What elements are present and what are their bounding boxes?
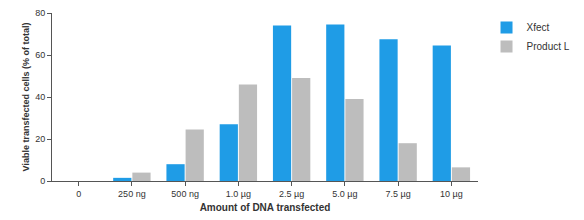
svg-text:Xfect: Xfect: [527, 22, 550, 33]
svg-text:7.5 µg: 7.5 µg: [386, 189, 411, 199]
svg-text:10 µg: 10 µg: [440, 189, 463, 199]
svg-text:Viable transfected cells (% of: Viable transfected cells (% of total): [21, 23, 31, 172]
svg-text:20: 20: [35, 134, 45, 144]
svg-text:250 ng: 250 ng: [118, 189, 146, 199]
svg-text:0: 0: [40, 176, 45, 186]
svg-text:0: 0: [76, 189, 81, 199]
svg-text:5.0 µg: 5.0 µg: [332, 189, 357, 199]
svg-text:1.0 µg: 1.0 µg: [226, 189, 251, 199]
svg-text:80: 80: [35, 8, 45, 18]
svg-text:Amount of DNA transfected: Amount of DNA transfected: [200, 202, 331, 213]
svg-text:Product L: Product L: [527, 41, 570, 52]
svg-text:2.5 µg: 2.5 µg: [279, 189, 304, 199]
svg-text:40: 40: [35, 92, 45, 102]
svg-text:60: 60: [35, 50, 45, 60]
svg-text:500 ng: 500 ng: [171, 189, 199, 199]
